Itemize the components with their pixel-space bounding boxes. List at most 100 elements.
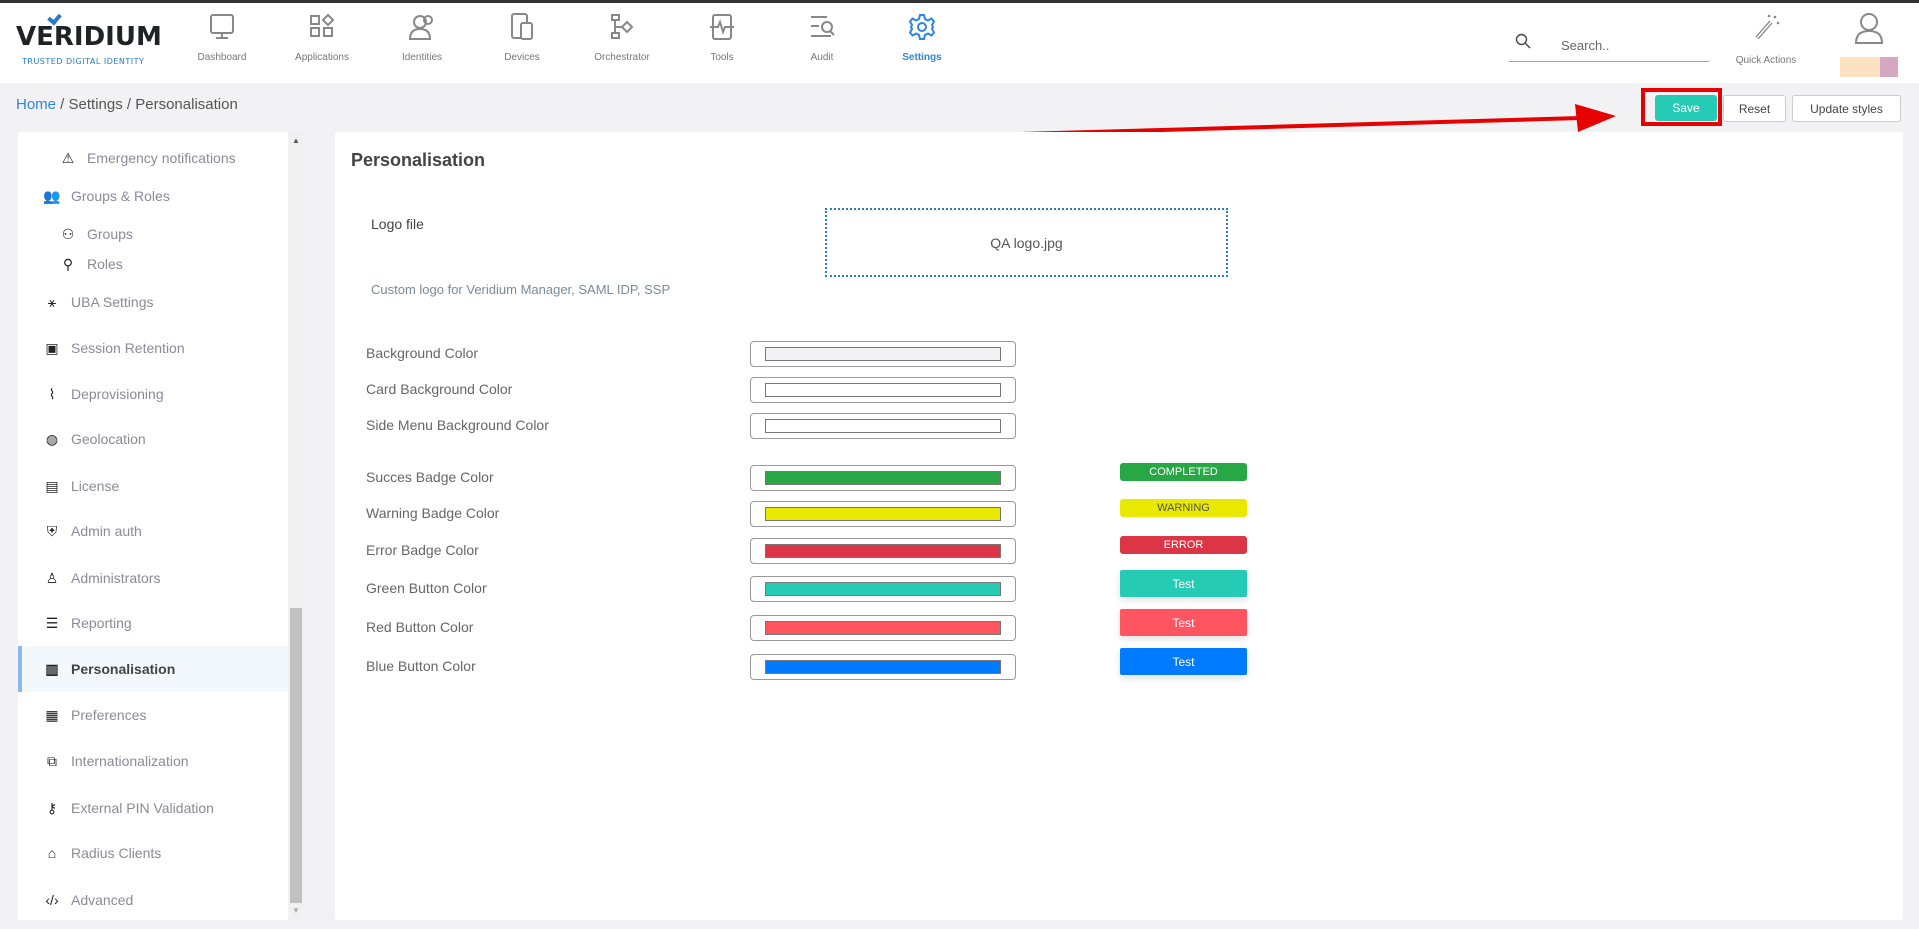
translate-icon: ⧉	[47, 752, 57, 769]
nav-identities[interactable]: Identities	[372, 12, 472, 74]
groups-roles-icon: 👥	[43, 187, 61, 204]
breadcrumb-home[interactable]: Home	[16, 96, 57, 113]
flow-icon	[611, 14, 634, 39]
sidebar-item-preferences[interactable]: ▦ Preferences	[18, 701, 288, 729]
logo-help-text: Custom logo for Veridium Manager, SAML I…	[371, 282, 671, 297]
sidebar-item-advanced[interactable]: ‹/› Advanced	[18, 886, 288, 914]
user-menu[interactable]	[1840, 12, 1898, 77]
color-picker-input[interactable]	[750, 615, 1016, 641]
color-picker-input[interactable]	[750, 654, 1016, 680]
color-swatch	[765, 544, 1001, 558]
sidebar-item-deprovisioning[interactable]: ⌇ Deprovisioning	[18, 380, 288, 408]
quick-actions-button[interactable]: Quick Actions	[1720, 12, 1812, 66]
radius-icon: ⌂	[47, 845, 57, 861]
network-icon: ⚹	[47, 293, 57, 310]
color-label: Side Menu Background Color	[366, 417, 549, 433]
nav-label: Audit	[810, 52, 834, 63]
user-icon	[1854, 13, 1884, 44]
sidebar-item-label: Internationalization	[71, 753, 189, 769]
scroll-down-arrow[interactable]: ▼	[292, 906, 300, 915]
sidebar-item-label: Groups	[87, 226, 133, 242]
nav-label: Identities	[401, 52, 443, 63]
breadcrumb-current: Personalisation	[135, 96, 238, 113]
apps-icon	[310, 13, 335, 37]
scroll-up-arrow[interactable]: ▲	[292, 136, 300, 145]
globe-icon: ◍	[45, 430, 59, 447]
sidebar-item-internationalization[interactable]: ⧉ Internationalization	[18, 747, 288, 775]
nav-applications[interactable]: Applications	[272, 12, 372, 74]
license-icon: ▤	[45, 477, 59, 494]
sidebar-item-personalisation[interactable]: ▥ Personalisation	[18, 646, 288, 692]
nav-settings[interactable]: Settings	[872, 12, 972, 74]
roles-icon: ⚲	[62, 255, 74, 272]
sidebar-item-uba-settings[interactable]: ⚹ UBA Settings	[18, 288, 288, 316]
test-button-preview[interactable]: Test	[1120, 609, 1247, 636]
nav-orchestrator[interactable]: Orchestrator	[572, 12, 672, 74]
nav-label: Applications	[295, 52, 349, 63]
window-top-border	[0, 0, 1919, 3]
nav-audit[interactable]: Audit	[772, 12, 872, 74]
sidebar-item-emergency-notifications[interactable]: ⚠ Emergency notifications	[18, 144, 288, 172]
nav-label: Tools	[710, 52, 734, 63]
nav-label: Orchestrator	[594, 52, 650, 63]
sidebar-item-administrators[interactable]: ♙ Administrators	[18, 564, 288, 592]
logo[interactable]: VERIDIUM	[16, 22, 162, 52]
sidebar-item-groups[interactable]: ⚇ Groups	[18, 220, 288, 248]
badge-preview: COMPLETED	[1120, 463, 1247, 481]
color-label: Card Background Color	[366, 381, 513, 397]
color-swatch	[765, 347, 1001, 361]
color-label: Error Badge Color	[366, 542, 479, 558]
code-icon: ‹/›	[45, 892, 59, 908]
sidebar-item-label: Administrators	[71, 570, 161, 586]
sidebar-item-geolocation[interactable]: ◍ Geolocation	[18, 425, 288, 453]
badge-preview: WARNING	[1120, 499, 1247, 517]
breadcrumb-settings[interactable]: Settings	[68, 96, 123, 113]
sidebar-item-label: Groups & Roles	[71, 188, 170, 204]
sidebar-item-label: Preferences	[71, 707, 147, 723]
warning-icon: ⚠	[61, 149, 75, 166]
save-button[interactable]: Save	[1655, 95, 1717, 121]
color-label: Background Color	[366, 345, 479, 361]
color-picker-input[interactable]	[750, 501, 1016, 527]
sidebar-item-label: Geolocation	[71, 431, 146, 447]
sidebar-item-roles[interactable]: ⚲ Roles	[18, 250, 288, 278]
update-styles-button[interactable]: Update styles	[1792, 95, 1901, 122]
color-picker-input[interactable]	[750, 413, 1016, 439]
breadcrumb: Home / Settings / Personalisation	[16, 96, 238, 113]
color-picker-input[interactable]	[750, 465, 1016, 491]
logo-dropzone[interactable]: QA logo.jpg	[825, 208, 1228, 277]
nav-label: Dashboard	[197, 52, 247, 63]
page-title: Personalisation	[351, 150, 486, 170]
nav-tools[interactable]: Tools	[672, 12, 772, 74]
sidebar-item-admin-auth[interactable]: ⛨ Admin auth	[18, 517, 288, 545]
color-picker-input[interactable]	[750, 341, 1016, 367]
sidebar-item-label: Roles	[87, 256, 123, 272]
color-picker-input[interactable]	[750, 538, 1016, 564]
sidebar-item-label: Session Retention	[71, 340, 185, 356]
color-swatch	[765, 660, 1001, 674]
test-button-preview[interactable]: Test	[1120, 570, 1247, 597]
badge-preview: ERROR	[1120, 536, 1247, 554]
user-color-swatch	[1880, 57, 1898, 77]
ruler-pencil-icon: ▥	[45, 660, 59, 677]
sidebar-item-label: Personalisation	[71, 661, 176, 677]
color-swatch	[765, 471, 1001, 485]
sidebar-item-reporting[interactable]: ☰ Reporting	[18, 609, 288, 637]
sidebar-item-license[interactable]: ▤ License	[18, 472, 288, 500]
nav-devices[interactable]: Devices	[472, 12, 572, 74]
sidebar-item-groups-roles[interactable]: 👥 Groups & Roles	[18, 182, 288, 210]
audit-search-icon	[811, 16, 835, 37]
sidebar-item-session-retention[interactable]: ▣ Session Retention	[18, 334, 288, 362]
sidebar-item-radius-clients[interactable]: ⌂ Radius Clients	[18, 839, 288, 867]
color-swatch	[765, 383, 1001, 397]
test-button-preview[interactable]: Test	[1120, 648, 1247, 675]
color-label: Blue Button Color	[366, 658, 476, 674]
reset-button[interactable]: Reset	[1723, 95, 1786, 122]
sidebar-scrollbar-thumb[interactable]	[290, 608, 302, 903]
magic-wand-icon	[1755, 14, 1780, 40]
color-picker-input[interactable]	[750, 576, 1016, 602]
color-picker-input[interactable]	[750, 377, 1016, 403]
sidebar-item-external-pin-validation[interactable]: ⚷ External PIN Validation	[18, 794, 288, 822]
search-input[interactable]	[1509, 30, 1709, 62]
nav-dashboard[interactable]: Dashboard	[172, 12, 272, 74]
